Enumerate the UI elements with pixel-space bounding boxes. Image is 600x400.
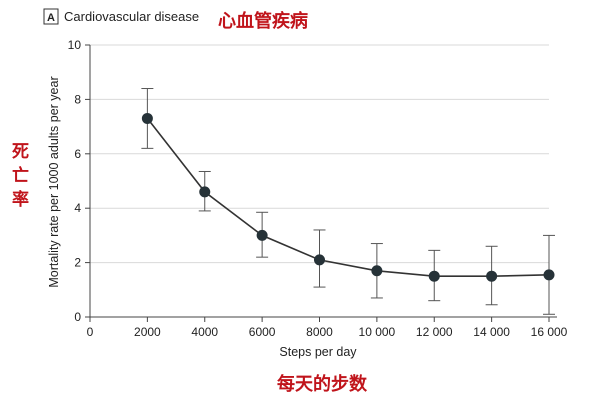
panel-letter-box [43,8,59,25]
x-axis-label: Steps per day [279,345,357,359]
data-point [256,229,268,241]
x-tick-label: 10 000 [359,325,396,339]
data-point [371,265,383,277]
data-points [141,112,555,282]
x-tick-label: 8000 [306,325,333,339]
x-tick-label: 6000 [249,325,276,339]
y-tick-label: 4 [74,201,81,215]
panel-letter: A [47,12,55,24]
grid-lines [90,44,549,264]
data-point [141,112,153,124]
data-point [543,269,555,281]
y-tick-label: 8 [74,92,81,106]
title-annotation-cn: 心血管疾病 [218,10,308,32]
xlabel-annotation-cn: 每天的步数 [277,373,368,395]
ylabel-annotation-cn-3: 率 [12,189,29,210]
axes: 0 2 4 6 8 10 0 2000 4000 6000 8000 10 000 12 000 14 0… [68,38,568,339]
chart-title: Cardiovascular disease [64,9,199,24]
y-tick-label: 0 [74,310,81,324]
ylabel-annotation-cn-2: 亡 [12,165,29,186]
x-tick-label: 0 [87,325,94,339]
x-tick-label: 4000 [191,325,218,339]
data-point [486,270,498,282]
data-point [428,270,440,282]
y-tick-label: 10 [68,38,82,52]
x-tick-label: 16 000 [531,325,568,339]
y-tick-label: 2 [74,256,81,270]
y-tick-label: 6 [74,147,81,161]
x-tick-label: 14 000 [473,325,510,339]
x-tick-label: 12 000 [416,325,453,339]
ylabel-annotation-cn-1: 死 [12,142,29,162]
series-line [146,117,550,277]
data-point [314,254,325,266]
data-point [199,186,211,198]
y-axis-label: Mortality rate per 1000 adults per year [47,76,61,287]
x-tick-label: 2000 [134,325,161,339]
